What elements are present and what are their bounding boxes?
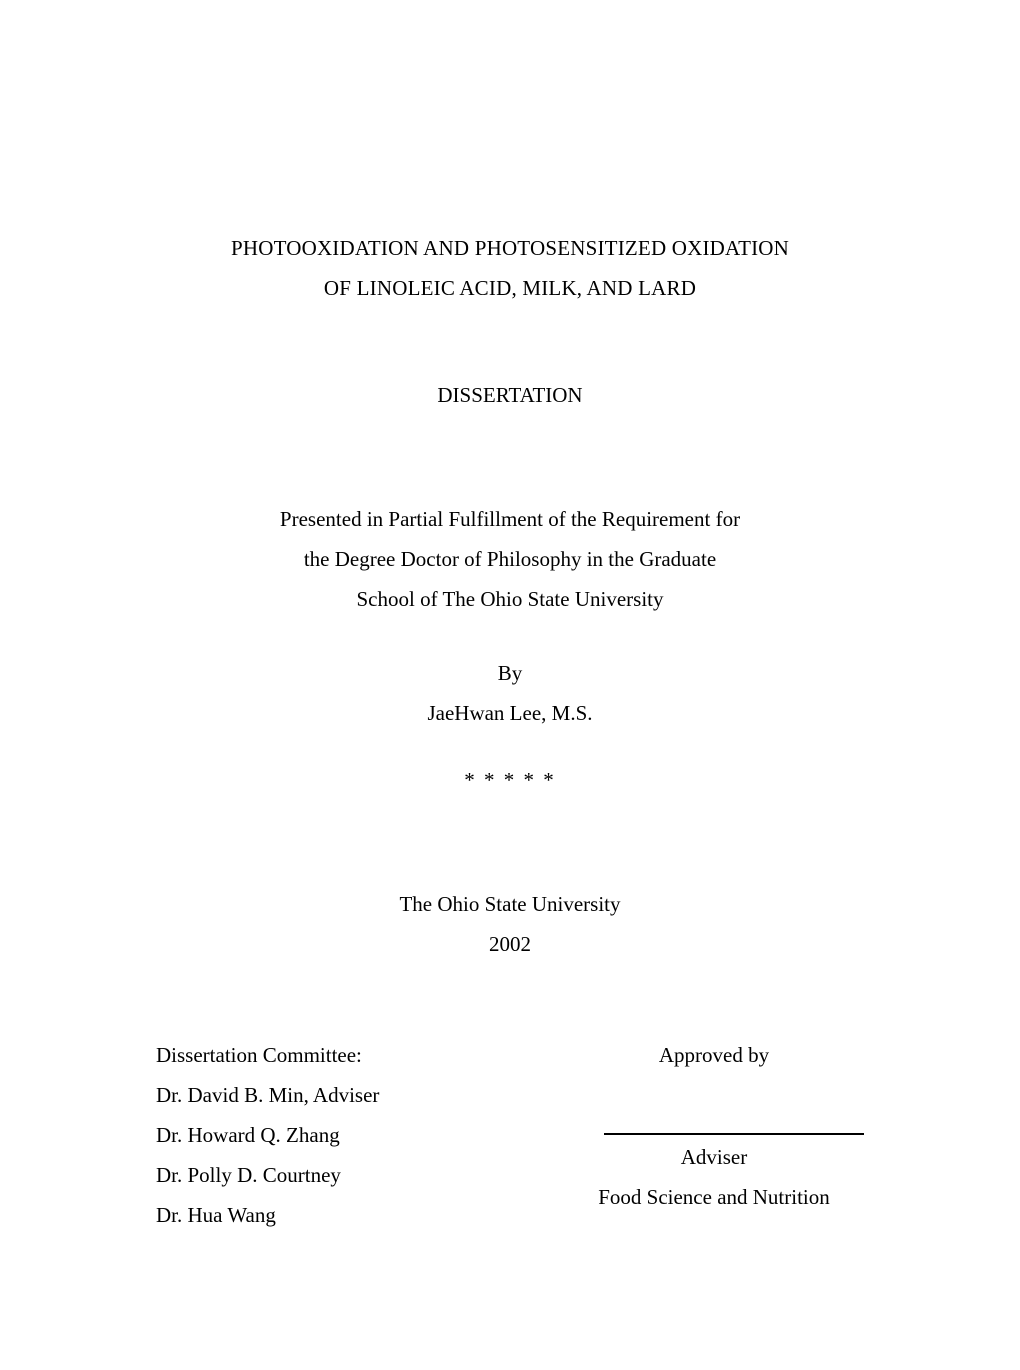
separator-stars: * * * * *: [0, 768, 1020, 793]
committee-member: Dr. David B. Min, Adviser: [156, 1075, 379, 1115]
committee-heading: Dissertation Committee:: [156, 1035, 379, 1075]
document-type-label: DISSERTATION: [0, 383, 1020, 408]
author-block: By JaeHwan Lee, M.S.: [0, 653, 1020, 733]
committee-member: Dr. Polly D. Courtney: [156, 1155, 379, 1195]
approval-column: Approved by Adviser Food Science and Nut…: [564, 1035, 864, 1235]
approved-by-label: Approved by: [564, 1035, 864, 1075]
title-line-2: OF LINOLEIC ACID, MILK, AND LARD: [0, 268, 1020, 308]
institution-block: The Ohio State University 2002: [0, 884, 1020, 964]
bottom-section: Dissertation Committee: Dr. David B. Min…: [156, 1035, 864, 1235]
fulfillment-line-1: Presented in Partial Fulfillment of the …: [0, 499, 1020, 539]
signature-line: [604, 1133, 864, 1135]
fulfillment-block: Presented in Partial Fulfillment of the …: [0, 499, 1020, 619]
committee-member: Dr. Howard Q. Zhang: [156, 1115, 379, 1155]
department-label: Food Science and Nutrition: [564, 1177, 864, 1217]
dissertation-title-page: PHOTOOXIDATION AND PHOTOSENSITIZED OXIDA…: [0, 0, 1020, 1370]
title-block: PHOTOOXIDATION AND PHOTOSENSITIZED OXIDA…: [0, 228, 1020, 308]
adviser-role-label: Adviser: [564, 1137, 864, 1177]
institution-name: The Ohio State University: [0, 884, 1020, 924]
title-line-1: PHOTOOXIDATION AND PHOTOSENSITIZED OXIDA…: [0, 228, 1020, 268]
committee-column: Dissertation Committee: Dr. David B. Min…: [156, 1035, 379, 1235]
by-label: By: [0, 653, 1020, 693]
fulfillment-line-3: School of The Ohio State University: [0, 579, 1020, 619]
institution-year: 2002: [0, 924, 1020, 964]
fulfillment-line-2: the Degree Doctor of Philosophy in the G…: [0, 539, 1020, 579]
committee-member: Dr. Hua Wang: [156, 1195, 379, 1235]
author-name: JaeHwan Lee, M.S.: [0, 693, 1020, 733]
